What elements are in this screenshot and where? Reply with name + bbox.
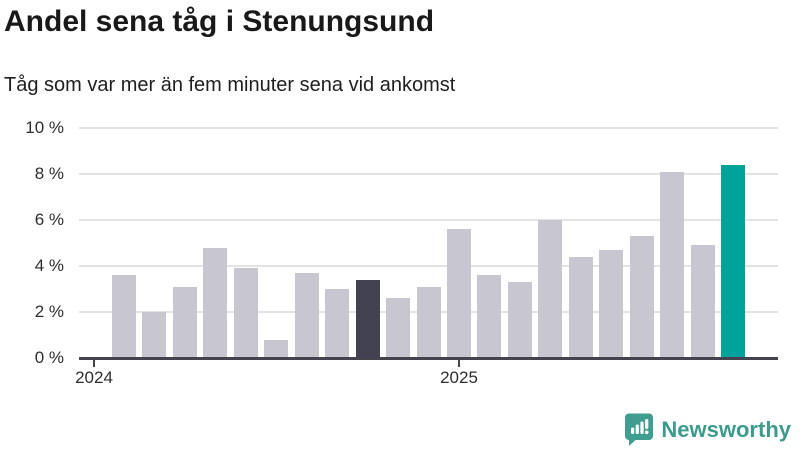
bar-2024-02 — [112, 275, 136, 358]
y-axis-label: 4 % — [34, 256, 64, 275]
bar-2024-05 — [203, 248, 227, 358]
bar-2024-06 — [234, 268, 258, 358]
gridline-10-percent — [79, 127, 778, 129]
x-axis-tick-2025 — [458, 360, 460, 367]
bar-2024-10 — [356, 280, 380, 358]
bar-2024-04 — [173, 287, 197, 358]
bar-2024-12 — [417, 287, 441, 358]
newsworthy-logo[interactable]: Newsworthy — [625, 413, 791, 446]
bar-2025-07 — [630, 236, 654, 358]
bar-2025-08 — [660, 172, 684, 358]
bar-2025-03 — [508, 282, 532, 358]
bar-2025-09 — [691, 245, 715, 358]
bar-2025-04 — [538, 220, 562, 358]
y-axis-label: 2 % — [34, 302, 64, 321]
x-axis-label-2024: 2024 — [75, 368, 113, 387]
bar-2025-10 — [721, 165, 745, 358]
bar-2025-06 — [599, 250, 623, 358]
bar-2024-07 — [264, 340, 288, 358]
y-axis-label: 6 % — [34, 210, 64, 229]
gridline-4-percent — [79, 265, 778, 267]
newsworthy-wordmark: Newsworthy — [661, 416, 791, 442]
page-subtitle: Tåg som var mer än fem minuter sena vid … — [4, 74, 456, 96]
bar-2024-11 — [386, 298, 410, 358]
newsworthy-bubble-chart-icon — [625, 413, 654, 446]
bar-2024-03 — [142, 312, 166, 358]
gridline-6-percent — [79, 219, 778, 221]
y-axis-label: 0 % — [34, 348, 64, 367]
bar-2024-08 — [295, 273, 319, 358]
bar-2025-01 — [447, 229, 471, 358]
page-title: Andel sena tåg i Stenungsund — [4, 5, 435, 38]
x-axis-tick-2024 — [93, 360, 95, 367]
y-axis-label: 10 % — [25, 118, 64, 137]
x-axis-label-2025: 2025 — [440, 368, 478, 387]
bar-2025-02 — [477, 275, 501, 358]
bar-2024-09 — [325, 289, 349, 358]
x-axis-line — [79, 357, 778, 360]
bar-2025-05 — [569, 257, 593, 358]
gridline-8-percent — [79, 173, 778, 175]
y-axis-label: 8 % — [34, 164, 64, 183]
